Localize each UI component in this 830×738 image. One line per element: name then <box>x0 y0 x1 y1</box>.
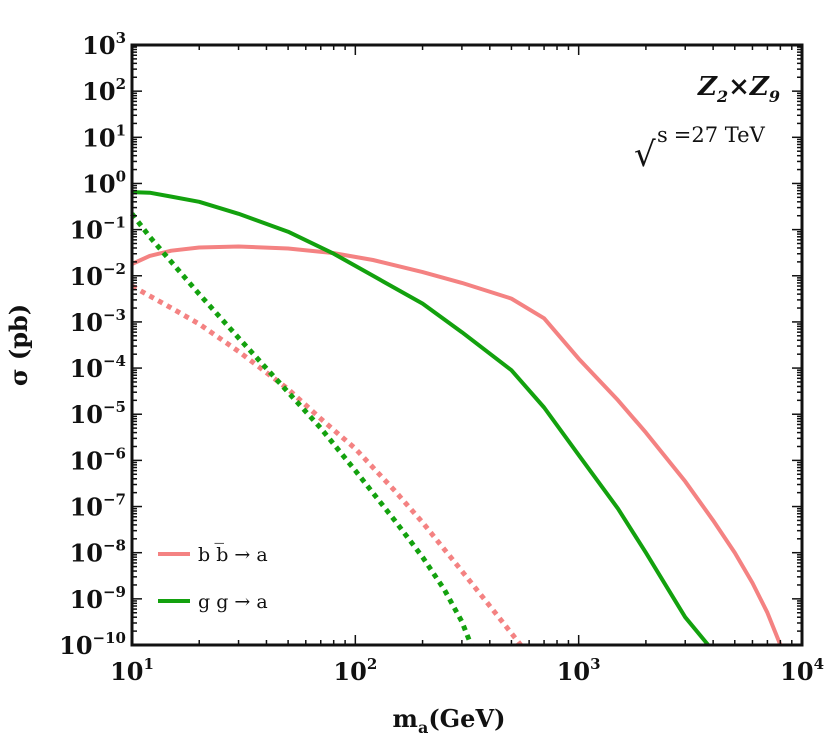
x-tick-label: 101 <box>110 655 154 686</box>
y-tick-label: 10−2 <box>70 260 126 291</box>
legend: b b̅ → a g g → a <box>158 543 268 613</box>
y-tick-label: 10−10 <box>59 629 126 660</box>
x-tick-label: 104 <box>780 655 824 686</box>
y-tick-label: 10−4 <box>70 352 126 383</box>
plot-frame <box>130 43 804 647</box>
y-tick-label: 10−1 <box>70 214 126 245</box>
series-line-solid-gg <box>131 190 710 647</box>
ticks-layer <box>131 45 802 646</box>
series-line-solid-bbbar <box>131 244 783 646</box>
y-tick-label: 10−3 <box>70 306 126 337</box>
x-tick-label: 102 <box>333 655 377 686</box>
y-tick-label: 10−7 <box>70 491 126 522</box>
series-line-dotted-gg <box>130 212 474 646</box>
y-tick-label: 101 <box>82 121 126 152</box>
y-tick-label: 10−5 <box>70 398 126 429</box>
y-tick-label: 100 <box>82 167 126 198</box>
curves-layer <box>130 190 783 647</box>
energy-annotation: s =27 TeV <box>657 123 766 147</box>
legend-label-gg: g g → a <box>198 591 268 613</box>
y-axis-title: σ (pb) <box>4 304 33 386</box>
tick-labels-layer: 101 102 103 104 103 102 101 100 10−1 10−2 10−3 10−4… <box>59 29 824 686</box>
sqrt-symbol: √ <box>634 135 656 175</box>
x-tick-label: 103 <box>557 655 601 686</box>
x-axis-title: ma(GeV) <box>393 704 506 737</box>
legend-label-bbbar: b b̅ → a <box>198 543 268 566</box>
series-line-dotted-bbbar <box>130 283 523 647</box>
y-tick-label: 102 <box>82 75 126 106</box>
y-tick-label: 103 <box>82 29 126 60</box>
model-annotation: Z2×Z9 <box>697 72 780 106</box>
y-tick-label: 10−8 <box>70 537 126 568</box>
y-tick-label: 10−6 <box>70 444 126 475</box>
y-tick-label: 10−9 <box>70 583 126 614</box>
